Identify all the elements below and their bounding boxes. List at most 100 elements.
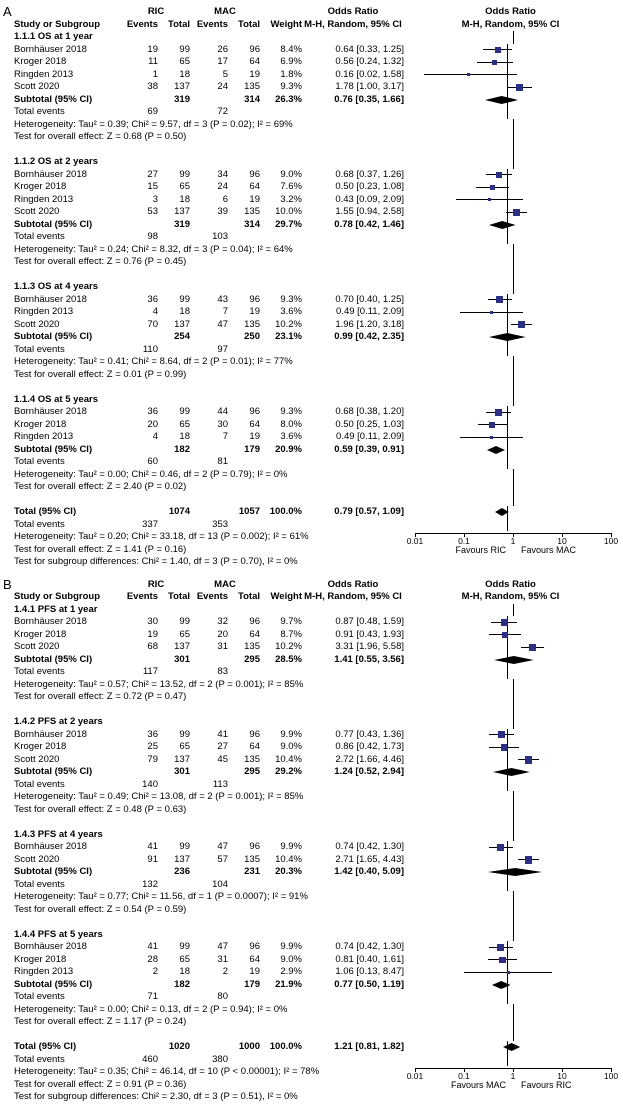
mac-total: 96 <box>249 168 260 180</box>
null-effect-line <box>513 356 514 369</box>
mac-subtotal-total: 179 <box>244 978 260 990</box>
ric-total: 18 <box>179 306 190 317</box>
ci-line <box>423 74 517 76</box>
mac-total-events: 81 <box>217 456 228 467</box>
mac-events: 45 <box>217 753 228 765</box>
or-ci-text: 0.43 [0.09, 2.09] <box>335 193 404 205</box>
spacer-row <box>0 143 623 156</box>
null-effect-line <box>513 156 514 169</box>
ric-events: 4 <box>152 431 158 442</box>
mac-total: 96 <box>249 616 260 627</box>
total-events-label: Total events <box>14 106 65 117</box>
mac-events: 41 <box>217 728 228 740</box>
heterogeneity-text: Heterogeneity: Tau² = 0.35; Chi² = 46.14… <box>14 1066 320 1077</box>
null-effect-line <box>513 903 514 916</box>
mac-total: 64 <box>249 181 260 192</box>
or-point-marker <box>490 435 494 439</box>
mac-grand-total: 1000 <box>238 1041 260 1052</box>
header-row-columns: Study or Subgroup Events Total Events Total W… <box>0 591 623 604</box>
plot-cell <box>410 468 623 481</box>
spacer <box>0 916 410 929</box>
plot-cell <box>410 678 623 691</box>
ric-events: 36 <box>147 728 158 740</box>
null-effect-line <box>513 803 514 816</box>
plot-cell <box>410 393 623 406</box>
plot-cell <box>404 518 617 531</box>
or-point-marker <box>524 756 532 764</box>
or-column-title: Odds Ratio <box>327 578 379 590</box>
ric-events: 20 <box>147 418 158 430</box>
pooled-diamond <box>495 508 509 517</box>
null-effect-line <box>507 753 508 766</box>
axis-tick <box>513 1068 514 1072</box>
study-row: Scott 2020 68 137 31 135 10.2% 3.31 [1.96, 5.5… <box>0 641 623 654</box>
mac-subtotal-total: 231 <box>244 866 260 877</box>
empty-cell <box>158 1054 190 1067</box>
ric-total-events: 110 <box>142 343 158 355</box>
mac-total-events: 103 <box>212 231 228 242</box>
study-row: Kroger 2018 25 65 27 64 9.0% 0.86 [0.42, 1.73] <box>0 741 623 754</box>
axis-tick <box>415 533 416 537</box>
subtotal-weight: 20.3% <box>275 866 302 877</box>
subtotal-label: Subtotal (95% CI) <box>14 653 93 665</box>
empty-cell <box>122 1041 158 1054</box>
ric-total: 65 <box>179 741 190 752</box>
null-effect-line <box>513 368 514 381</box>
empty-cell <box>260 879 302 892</box>
study-name: Kroger 2018 <box>14 181 67 192</box>
overall-effect-row: Test for overall effect: Z = 1.17 (P = 0… <box>0 1016 623 1029</box>
ric-events: 53 <box>147 206 158 217</box>
mac-total-events: 97 <box>217 343 228 355</box>
or-point-marker <box>517 321 525 329</box>
plot-cell: 0.01 0.1 1 10 100 <box>407 531 623 545</box>
plot-cell: 0.01 0.1 1 10 100 <box>407 1066 623 1080</box>
or-point-marker <box>495 171 503 178</box>
plot-cell <box>410 493 623 506</box>
ric-total: 99 <box>179 941 190 952</box>
plot-cell <box>410 381 623 394</box>
ric-total-events: 60 <box>147 456 158 467</box>
weight-value: 7.6% <box>280 181 302 192</box>
ric-events: 27 <box>147 168 158 180</box>
ric-total: 99 <box>179 406 190 417</box>
empty-cell <box>158 344 190 357</box>
or-ci-text: 0.74 [0.42, 1.30] <box>335 941 404 952</box>
null-effect-line <box>507 343 508 356</box>
null-effect-line <box>507 991 508 1004</box>
study-row: Bornhäuser 2018 41 99 47 96 9.9% 0.74 [0.42, 1… <box>0 941 623 954</box>
heterogeneity-row: Heterogeneity: Tau² = 0.39; Chi² = 9.57,… <box>0 118 623 131</box>
weight-value: 8.4% <box>280 43 302 55</box>
subtotal-label: Subtotal (95% CI) <box>14 766 93 777</box>
ric-total: 65 <box>179 628 190 640</box>
weight-value: 3.6% <box>280 306 302 317</box>
subgroup-title: 1.1.2 OS at 2 years <box>14 156 98 167</box>
subtotal-row: Subtotal (95% CI) 254 250 23.1% 0.99 [0.42, … <box>0 331 623 344</box>
study-row: Scott 2020 53 137 39 135 10.0% 1.55 [0.94, 2.5… <box>0 206 623 219</box>
mac-total: 64 <box>249 741 260 752</box>
spacer-row <box>0 1028 623 1041</box>
ric-total: 65 <box>179 953 190 965</box>
mac-total-events: 380 <box>212 1053 228 1065</box>
plot-cell <box>404 978 617 991</box>
null-effect-line <box>507 106 508 119</box>
plot-cell <box>404 966 617 979</box>
subgroup-title: 1.4.2 PFS at 2 years <box>14 716 103 727</box>
empty-cell <box>190 444 228 457</box>
overall-effect-row: Test for overall effect: Z = 1.41 (P = 0… <box>0 544 623 557</box>
null-effect-line <box>507 666 508 679</box>
study-row: Bornhäuser 2018 36 99 41 96 9.9% 0.77 [0.43, 1… <box>0 728 623 741</box>
total-events-label: Total events <box>14 878 65 890</box>
weight-value: 8.7% <box>280 628 302 640</box>
weight-value: 10.2% <box>275 641 302 652</box>
or-point-marker <box>496 296 503 304</box>
mac-total-events: 353 <box>212 518 228 530</box>
ric-total: 99 <box>179 616 190 627</box>
plot-cell <box>404 741 617 754</box>
null-effect-line <box>507 1053 508 1066</box>
null-effect-line <box>513 143 514 156</box>
overall-effect-text: Test for overall effect: Z = 0.01 (P = 0… <box>14 368 187 380</box>
total-or-ci: 1.21 [0.81, 1.82] <box>334 1041 404 1052</box>
or-ci-text: 1.78 [1.00, 3.17] <box>335 81 404 92</box>
empty-cell <box>158 456 190 469</box>
plot-cell <box>404 406 617 419</box>
